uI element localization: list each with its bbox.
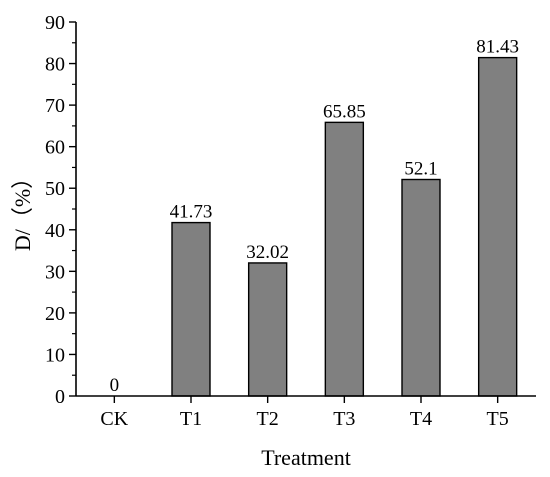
y-tick-label: 0	[55, 386, 65, 408]
y-axis-title: D/（%）	[10, 167, 35, 251]
bar-t4	[401, 178, 441, 397]
y-tick-label: 10	[45, 344, 65, 366]
data-label-t4: 52.1	[404, 158, 437, 179]
y-tick-label: 80	[45, 54, 65, 76]
bar-t3	[324, 121, 365, 397]
x-tick-label: T3	[333, 408, 355, 430]
x-tick-label: T1	[180, 408, 202, 430]
y-tick-label: 70	[45, 95, 65, 117]
x-tick-label: CK	[100, 408, 128, 430]
data-labels: 0 41.73 32.02 65.85 52.1 81.43	[110, 37, 519, 396]
x-tick-label: T5	[487, 408, 509, 430]
data-label-t2: 32.02	[246, 242, 289, 263]
bar-t1	[171, 221, 211, 397]
y-tick-label: 60	[45, 137, 65, 159]
y-tick-label: 20	[45, 303, 65, 325]
data-label-t1: 41.73	[170, 202, 213, 223]
y-axis-ticks: 0 10 20 30 40 50 60 70 80 90	[45, 12, 76, 408]
bar-t5	[477, 56, 518, 397]
x-axis-title: Treatment	[261, 445, 351, 470]
y-tick-label: 30	[45, 261, 65, 283]
y-tick-label: 90	[45, 12, 65, 34]
x-tick-label: T4	[410, 408, 432, 430]
bars	[171, 56, 518, 397]
data-label-t3: 65.85	[323, 101, 366, 122]
data-label-ck: 0	[110, 375, 120, 396]
x-axis-ticks: CK T1 T2 T3 T4 T5	[100, 396, 509, 430]
y-tick-label: 50	[45, 178, 65, 200]
bar-t2	[247, 262, 288, 397]
y-tick-label: 40	[45, 220, 65, 242]
x-tick-label: T2	[257, 408, 279, 430]
data-label-t5: 81.43	[476, 37, 519, 58]
